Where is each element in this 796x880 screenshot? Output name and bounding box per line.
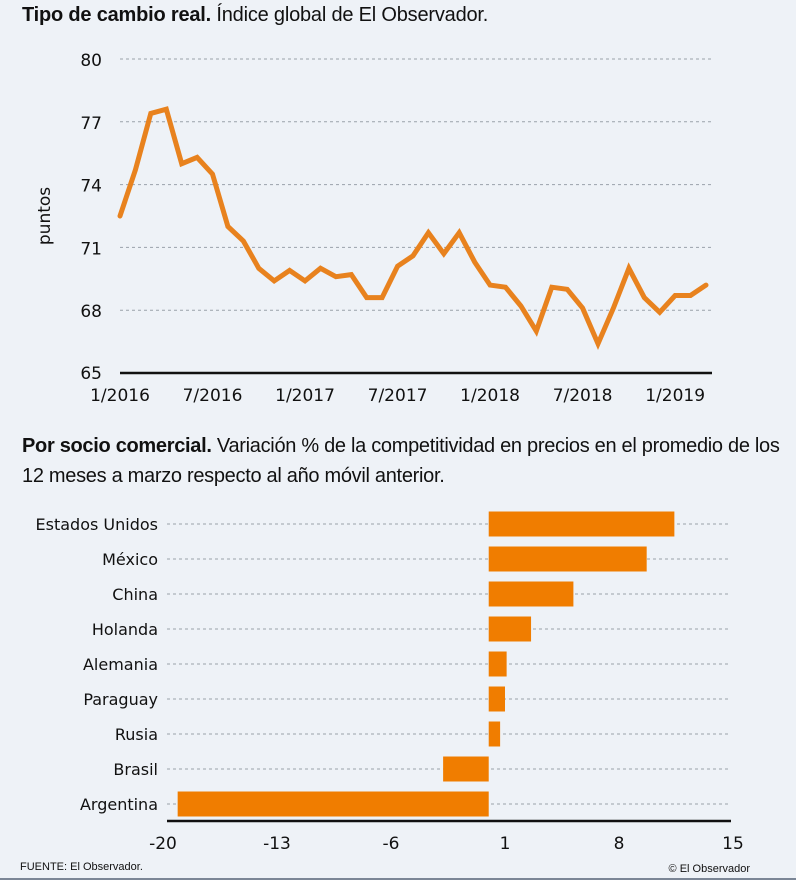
line-chart-title: Tipo de cambio real. Índice global de El…: [22, 4, 488, 27]
footer-divider: [0, 878, 796, 880]
x-tick-label: -13: [263, 834, 291, 854]
x-tick-label: 1: [500, 834, 511, 854]
y-tick-label: 68: [80, 302, 102, 322]
bar-mexico: [488, 546, 647, 572]
bar-china: [488, 581, 574, 607]
y-axis-label: puntos: [35, 187, 55, 245]
x-tick-label: 1/2019: [645, 386, 705, 406]
category-label: Argentina: [80, 795, 158, 814]
x-tick-label: 1/2017: [275, 386, 335, 406]
category-label: Estados Unidos: [36, 515, 158, 534]
bar-rusia: [488, 721, 501, 747]
bar-alemania: [488, 651, 507, 677]
line-chart: 65 68 71 74 77 80 puntos 1/2016 7/2016 1/2017 7/20…: [35, 51, 712, 406]
bar-argentina: [177, 791, 489, 817]
y-tick-label: 74: [80, 177, 102, 197]
bar-chart-title: Por socio comercial. Variación % de la c…: [22, 431, 782, 491]
x-tick-label: 7/2018: [553, 386, 613, 406]
bar-holanda: [488, 616, 532, 642]
x-tick-label: 15: [722, 834, 744, 854]
category-label: México: [102, 550, 158, 569]
y-tick-label: 80: [80, 51, 102, 71]
x-tick-label: 7/2017: [368, 386, 428, 406]
copyright-note: © El Observador: [668, 863, 750, 875]
bar-chart-title-bold: Por socio comercial.: [22, 435, 212, 457]
x-tick-label: 1/2016: [90, 386, 150, 406]
line-chart-title-bold: Tipo de cambio real.: [22, 4, 212, 26]
y-tick-label: 65: [80, 364, 102, 384]
x-tick-label: -6: [383, 834, 400, 854]
x-tick-label: 7/2016: [183, 386, 243, 406]
x-tick-label: -20: [149, 834, 177, 854]
category-label: China: [112, 585, 158, 604]
category-label: Alemania: [83, 655, 158, 674]
line-chart-subtitle: Índice global de El Observador.: [211, 4, 489, 26]
bar-chart-subtitle: Variación % de la competitividad en prec…: [22, 435, 780, 487]
category-label: Rusia: [115, 725, 158, 744]
series-line-indice: [117, 106, 709, 350]
bar-estados-unidos: [488, 511, 675, 537]
category-label: Paraguay: [83, 690, 158, 709]
y-tick-label: 77: [80, 114, 102, 134]
y-tick-label: 71: [80, 239, 102, 259]
x-tick-label: 1/2018: [460, 386, 520, 406]
source-note: FUENTE: El Observador.: [20, 861, 143, 873]
bar-brasil: [443, 756, 489, 782]
category-label: Brasil: [113, 760, 158, 779]
bar-paraguay: [488, 686, 505, 712]
category-label: Holanda: [92, 620, 158, 639]
x-tick-label: 8: [614, 834, 625, 854]
